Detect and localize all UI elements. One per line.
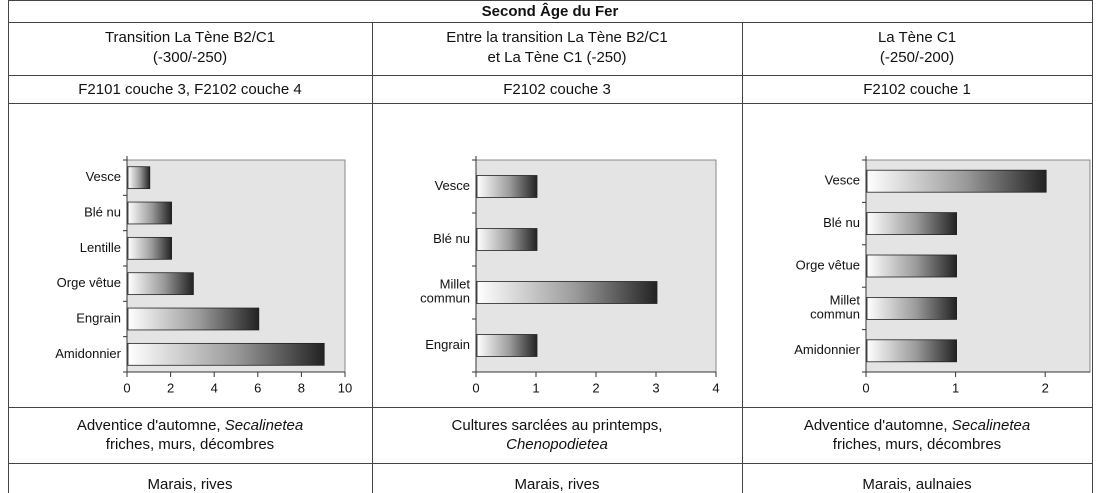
y-tick-label-line: Millet xyxy=(440,277,471,292)
x-tick-label: 0 xyxy=(862,380,869,395)
period-label: La Tène C1 xyxy=(878,29,956,46)
x-tick-label: 0 xyxy=(123,380,130,395)
period-label: Transition La Tène B2/C1 xyxy=(105,29,275,46)
bar xyxy=(127,307,260,331)
ecology-label: friches, murs, décombres xyxy=(833,436,1001,453)
bar xyxy=(476,334,538,357)
bar xyxy=(127,236,172,260)
ecology-label: Cultures sarclées au printemps, xyxy=(452,417,663,434)
y-tick-label: Lentille xyxy=(80,240,121,255)
y-tick-label: Orge vêtue xyxy=(796,257,860,272)
ecology-label: friches, murs, décombres xyxy=(106,436,274,453)
layer-label: F2102 couche 3 xyxy=(503,81,611,98)
x-tick-label: 2 xyxy=(167,380,174,395)
x-tick-label: 1 xyxy=(952,380,959,395)
bar xyxy=(866,169,1047,193)
y-tick-label: Millet commun xyxy=(420,277,470,306)
layer-label: F2101 couche 3, F2102 couche 4 xyxy=(78,81,302,98)
plot-area xyxy=(126,159,346,373)
ecology-label: Chenopodietea xyxy=(506,436,608,453)
y-tick-label: Amidonnier xyxy=(794,342,860,357)
y-tick-label: Orge vêtue xyxy=(57,275,121,290)
ecology-label: Adventice d'automne, Secalinetea xyxy=(804,417,1030,434)
x-tick-label: 6 xyxy=(254,380,261,395)
x-tick-label: 2 xyxy=(592,380,599,395)
period-label: (-250/-200) xyxy=(880,49,954,66)
bar xyxy=(866,296,957,320)
bar xyxy=(866,339,957,363)
x-tick-label: 3 xyxy=(652,380,659,395)
x-tick-label: 1 xyxy=(532,380,539,395)
bar xyxy=(476,228,538,251)
y-tick-label: Blé nu xyxy=(433,231,470,246)
bar xyxy=(866,254,957,278)
y-tick-label: Vesce xyxy=(825,173,860,188)
ecology-segment: Adventice d'automne, xyxy=(77,417,225,434)
bar xyxy=(127,201,172,225)
layer-label: F2102 couche 1 xyxy=(863,81,971,98)
bar xyxy=(476,281,658,304)
y-tick-label: Blé nu xyxy=(84,204,121,219)
period-label: et La Tène C1 (-250) xyxy=(488,49,627,66)
y-tick-label: Amidonnier xyxy=(55,346,121,361)
y-tick-label: Vesce xyxy=(86,169,121,184)
ecology-segment: Secalinetea xyxy=(952,417,1030,434)
ecology-segment: Adventice d'automne, xyxy=(804,417,952,434)
y-tick-label: Blé nu xyxy=(823,215,860,230)
bar xyxy=(127,342,325,366)
x-tick-label: 10 xyxy=(338,380,352,395)
bar xyxy=(127,166,151,190)
x-tick-label: 8 xyxy=(298,380,305,395)
period-label: Entre la transition La Tène B2/C1 xyxy=(446,29,668,46)
x-tick-label: 2 xyxy=(1042,380,1049,395)
period-label: (-300/-250) xyxy=(153,49,227,66)
table-title: Second Âge du Fer xyxy=(482,2,619,20)
y-tick-label: Vesce xyxy=(435,178,470,193)
y-tick-label: Engrain xyxy=(425,337,470,352)
x-tick-label: 4 xyxy=(211,380,218,395)
ecology-segment: Cultures sarclées au printemps, xyxy=(452,417,663,434)
y-tick-label-line: Millet xyxy=(830,293,861,308)
x-tick-label: 4 xyxy=(712,380,719,395)
x-tick-label: 0 xyxy=(472,380,479,395)
y-tick-label: Engrain xyxy=(76,310,121,325)
habitat-label: Marais, aulnaies xyxy=(862,476,971,493)
table-grid xyxy=(8,0,1093,493)
bar xyxy=(476,175,538,198)
bar xyxy=(127,272,194,296)
habitat-label: Marais, rives xyxy=(514,476,599,493)
ecology-segment: Chenopodietea xyxy=(506,436,608,453)
y-tick-label: Millet commun xyxy=(810,293,860,322)
y-tick-label-line: commun xyxy=(810,307,860,322)
ecology-segment: friches, murs, décombres xyxy=(833,436,1001,453)
ecology-label: Adventice d'automne, Secalinetea xyxy=(77,417,303,434)
habitat-label: Marais, rives xyxy=(147,476,232,493)
ecology-segment: friches, murs, décombres xyxy=(106,436,274,453)
bar xyxy=(866,212,957,236)
ecology-segment: Secalinetea xyxy=(225,417,303,434)
y-tick-label-line: commun xyxy=(420,291,470,306)
